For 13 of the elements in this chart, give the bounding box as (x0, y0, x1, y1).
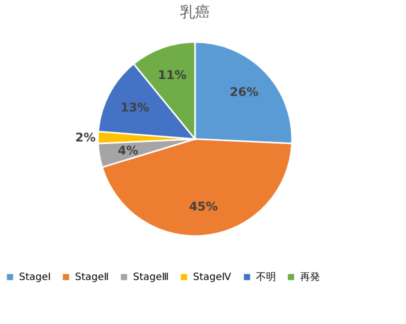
data-label: 45% (189, 199, 218, 214)
legend-label: StageⅠ (19, 272, 51, 284)
legend-label: 不明 (256, 272, 276, 284)
data-label: 2% (75, 130, 96, 144)
data-label: 11% (158, 68, 187, 82)
chart-title: 乳癌 (180, 3, 210, 21)
data-label: 13% (120, 100, 150, 115)
legend-label: StageⅢ (133, 272, 169, 284)
data-label: 4% (118, 144, 138, 158)
data-label: 26% (230, 85, 258, 100)
legend-label: StageⅡ (75, 272, 109, 284)
legend-label: 再発 (300, 272, 320, 284)
legend-label: StageⅣ (193, 272, 232, 284)
